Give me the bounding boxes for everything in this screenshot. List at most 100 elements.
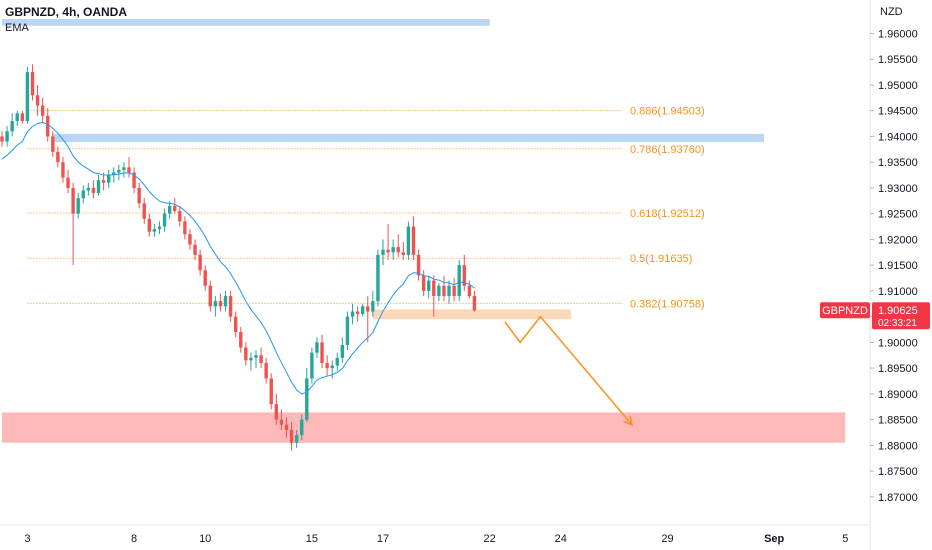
candle-up [81,190,85,199]
candle-down [411,226,416,255]
price-tick-label: 1.87000 [878,492,918,504]
candle-down [51,136,55,152]
candle-down [320,342,324,363]
candle-down [452,285,456,297]
candle-up [25,72,30,121]
candle-up [112,172,116,176]
time-tick-label: 5 [842,533,848,545]
zones-layer [2,19,846,443]
candle-down [355,311,360,315]
candle-up [254,355,258,358]
candle-up [310,352,314,379]
ema-line [1,121,475,395]
candle-down [233,316,238,333]
projection-arrow [504,315,633,426]
candle-down [325,362,329,369]
candle-up [381,249,385,255]
candle-down [386,249,390,253]
candle-down [193,244,197,255]
candle-down [289,429,294,443]
candle-down [142,203,146,219]
ema-indicator-label[interactable]: EMA [5,22,29,34]
time-tick-label: Sep [764,533,784,545]
symbol-title[interactable]: GBPNZD, 4h, OANDA [5,5,128,19]
candle-down [442,285,446,297]
fib-levels-layer: 0.886(1.94503) 0.786(1.93760) 0.618(1.9251… [27,106,705,310]
price-tick-label: 1.92000 [878,234,918,246]
candle-up [249,357,253,361]
candle-up [427,280,431,291]
projection-arrowhead [623,415,633,426]
candle-up [122,167,126,170]
candle-up [162,213,167,227]
candle-down [30,72,35,96]
candle-up [5,131,9,142]
price-tick-label: 1.95000 [878,80,918,92]
badge-countdown: 02:33:21 [878,318,917,329]
time-tick-label: 29 [661,533,673,545]
candle-down [462,265,466,286]
candle-up [437,285,441,297]
price-tick-label: 1.89000 [878,389,918,401]
candle-up [330,365,334,369]
candle-down [0,136,4,142]
candle-down [432,280,436,297]
time-tick-label: 8 [131,533,137,545]
candle-down [203,270,207,286]
candle-down [416,254,421,276]
candle-down [101,180,106,183]
candle-down [284,424,289,430]
candle-down [137,187,141,204]
price-tick-label: 1.94000 [878,131,918,143]
candle-down [56,151,60,163]
candle-down [35,95,40,106]
candle-down [244,347,248,361]
time-tick-label: 17 [377,533,389,545]
candle-up [360,306,365,315]
projection-layer [504,315,633,426]
price-tick-label: 1.89500 [878,363,918,375]
price-tick-label: 1.94500 [878,106,918,118]
candle-up [315,342,319,353]
candle-down [71,187,75,214]
candle-up [117,169,121,173]
candle-up [213,301,218,307]
candle-down [178,211,182,222]
price-tick-label: 1.88000 [878,440,918,452]
candle-down [259,355,263,363]
candle-down [183,221,187,235]
candle-down [274,404,279,420]
candle-up [391,247,395,253]
resistance-zone [52,133,765,143]
candle-up [305,378,309,420]
candle-up [345,316,350,345]
currency-label: NZD [880,6,903,18]
candle-down [396,247,400,253]
candle-down [91,187,96,194]
price-axis[interactable]: NZD 1.96000 1.95500 1.95000 1.94500 1.94000 1.… [869,0,918,550]
candles-layer [0,64,477,451]
candle-up [157,226,162,230]
candle-down [228,296,233,317]
candle-down [61,162,65,178]
price-tick-label: 1.91000 [878,286,918,298]
price-tick-label: 1.95500 [878,54,918,66]
candle-down [188,234,192,245]
fib-label: 0.618(1.92512) [630,208,705,220]
candle-up [76,198,80,214]
time-axis[interactable]: 3 8 10 15 17 22 24 29 Sep 5 [0,524,870,545]
candle-down [20,113,25,121]
candle-down [218,301,223,307]
price-tick-label: 1.93500 [878,157,918,169]
ema-layer [1,121,475,395]
breakdown-zone [372,309,571,320]
candle-up [294,435,299,443]
supply-zone-top [2,19,490,26]
time-tick-label: 3 [24,533,30,545]
badge-symbol: GBPNZD [822,305,868,317]
candle-down [401,252,406,255]
demand-zone [2,412,846,443]
candle-down [40,105,45,116]
